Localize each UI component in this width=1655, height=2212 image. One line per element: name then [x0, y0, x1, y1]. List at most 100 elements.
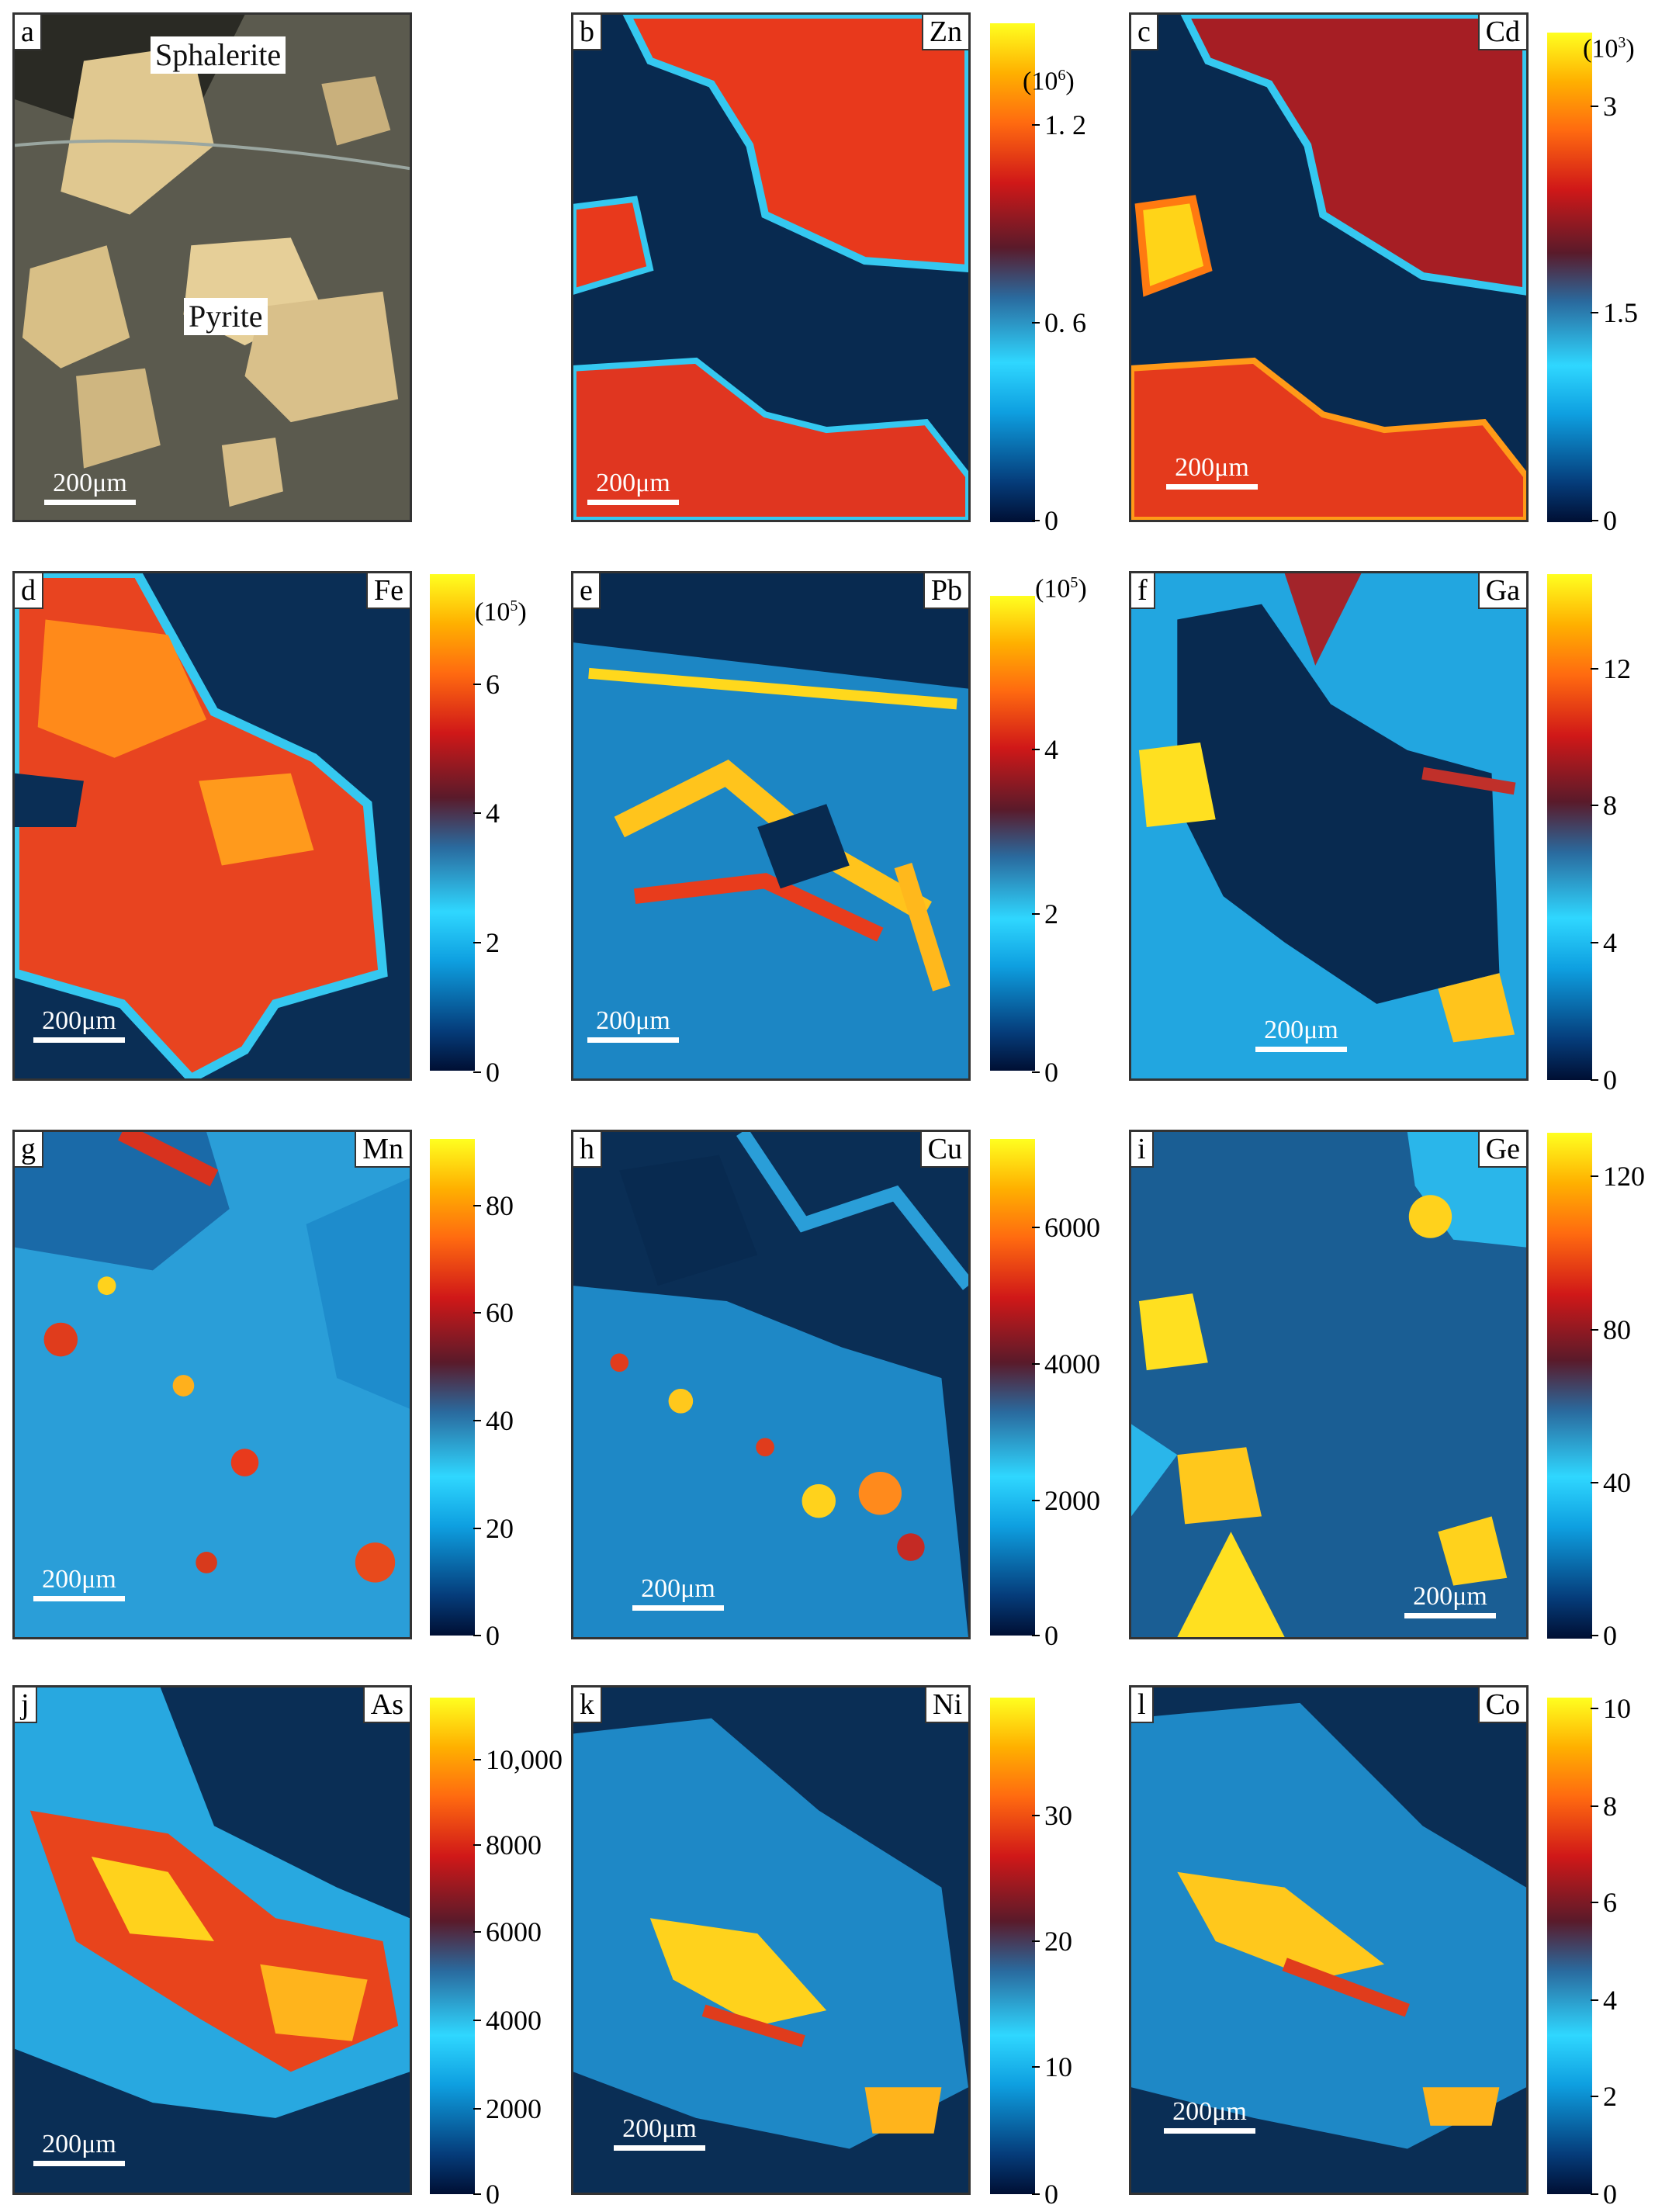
tick-label: 0 [1032, 2179, 1058, 2210]
element-label: Mn [355, 1132, 410, 1168]
co-map-image [1131, 1688, 1526, 2193]
tick-label: 3 [1591, 91, 1617, 122]
element-map-mn: g Mn 200μm [12, 1130, 412, 1639]
panel-letter: g [15, 1132, 43, 1168]
colorbar-zn [990, 23, 1035, 522]
photomicrograph-image [15, 15, 410, 520]
tick-label: 2000 [1032, 1485, 1100, 1516]
ge-map-image [1131, 1132, 1526, 1637]
panel-letter: a [15, 15, 42, 50]
tick-label: 12 [1591, 653, 1631, 684]
tick-label: 120 [1591, 1161, 1645, 1192]
tick-label: 2 [1032, 898, 1058, 929]
colorbar-multiplier: (103) [1583, 34, 1635, 64]
colorbar-as [430, 1698, 475, 2194]
element-label: Cd [1477, 15, 1526, 50]
tick-label: 6000 [1032, 1212, 1100, 1243]
tick-label: 80 [473, 1190, 514, 1221]
colorbar-multiplier: (105) [1035, 574, 1087, 604]
mn-map-image [15, 1132, 410, 1637]
element-map-as: j As 200μm [12, 1685, 412, 2195]
scale-label: 200μm [1175, 453, 1249, 482]
scale-label: 200μm [641, 1574, 715, 1603]
scale-label: 200μm [596, 1006, 670, 1035]
element-label: Zn [921, 15, 968, 50]
tick-label: 4 [473, 798, 500, 829]
scale-bar: 200μm [587, 469, 679, 505]
tick-label: 80 [1591, 1314, 1631, 1345]
tick-label: 40 [473, 1405, 514, 1436]
scale-bar: 200μm [33, 2130, 125, 2166]
tick-label: 2000 [473, 2093, 542, 2124]
element-map-ga: f Ga 200μm [1129, 571, 1529, 1081]
panel-letter: b [573, 15, 602, 50]
cd-map-image [1131, 15, 1526, 520]
scale-label: 200μm [42, 1565, 116, 1594]
element-map-ge: i Ge 200μm [1129, 1130, 1529, 1639]
element-label: As [362, 1688, 410, 1723]
panel-letter: h [573, 1132, 602, 1168]
as-map-image [15, 1688, 410, 2193]
scale-bar: 200μm [587, 1006, 679, 1043]
ga-map-image [1131, 573, 1526, 1078]
tick-label: 0 [1032, 1620, 1058, 1651]
scale-label: 200μm [1264, 1016, 1338, 1044]
panel-letter: k [573, 1688, 602, 1723]
scale-bar: 200μm [44, 469, 136, 505]
scale-bar: 200μm [614, 2114, 705, 2151]
panel-letter: c [1131, 15, 1158, 50]
element-label: Pb [923, 573, 968, 609]
element-label: Ni [925, 1688, 968, 1723]
scale-bar: 200μm [1166, 453, 1258, 490]
scale-label: 200μm [622, 2114, 697, 2143]
tick-label: 6000 [473, 1916, 542, 1947]
tick-label: 0 [1591, 1620, 1617, 1651]
tick-label: 1.5 [1591, 297, 1638, 328]
tick-label: 10 [1591, 1693, 1631, 1724]
scale-bar: 200μm [1255, 1016, 1347, 1052]
tick-label: 10,000 [473, 1744, 563, 1775]
element-label: Ge [1477, 1132, 1526, 1168]
tick-label: 10 [1032, 2051, 1072, 2082]
ni-map-image [573, 1688, 968, 2193]
panel-letter: i [1131, 1132, 1154, 1168]
colorbar-cd [1547, 33, 1592, 522]
scale-label: 200μm [42, 2130, 116, 2158]
tick-label: 8000 [473, 1829, 542, 1861]
panel-letter: f [1131, 573, 1155, 609]
colorbar-fe [430, 574, 475, 1071]
tick-label: 20 [1032, 1926, 1072, 1957]
colorbar-cu [990, 1139, 1035, 1636]
tick-label: 6 [1591, 1887, 1617, 1918]
colorbar-pb [990, 596, 1035, 1071]
scale-bar: 200μm [1164, 2097, 1255, 2134]
element-label: Co [1477, 1688, 1526, 1723]
element-map-cd: c Cd 200μm [1129, 12, 1529, 522]
cu-map-image [573, 1132, 968, 1637]
pyrite-label: Pyrite [184, 298, 268, 335]
colorbar-ga [1547, 574, 1592, 1080]
tick-label: 8 [1591, 1791, 1617, 1822]
tick-label: 40 [1591, 1467, 1631, 1498]
scale-label: 200μm [1413, 1582, 1487, 1611]
colorbar-co [1547, 1698, 1592, 2194]
tick-label: 0 [1591, 2179, 1617, 2210]
colorbar-mn [430, 1139, 475, 1636]
tick-label: 0 [473, 2179, 500, 2210]
tick-label: 2 [473, 927, 500, 958]
tick-label: 6 [473, 669, 500, 700]
tick-label: 0 [473, 1620, 500, 1651]
element-map-pb: e Pb 200μm [571, 571, 971, 1081]
tick-label: 0. 6 [1032, 307, 1086, 338]
colorbar-multiplier: (106) [1023, 67, 1075, 96]
scale-bar: 200μm [1404, 1582, 1496, 1618]
tick-label: 8 [1591, 790, 1617, 821]
photomicrograph: a Sphalerite Pyrite 200μm [12, 12, 412, 522]
panel-letter: d [15, 573, 43, 609]
scale-label: 200μm [42, 1006, 116, 1035]
panel-letter: e [573, 573, 601, 609]
element-map-zn: b Zn 200μm [571, 12, 971, 522]
scale-label: 200μm [1172, 2097, 1247, 2126]
element-label: Fe [366, 573, 410, 609]
element-map-ni: k Ni 200μm [571, 1685, 971, 2195]
